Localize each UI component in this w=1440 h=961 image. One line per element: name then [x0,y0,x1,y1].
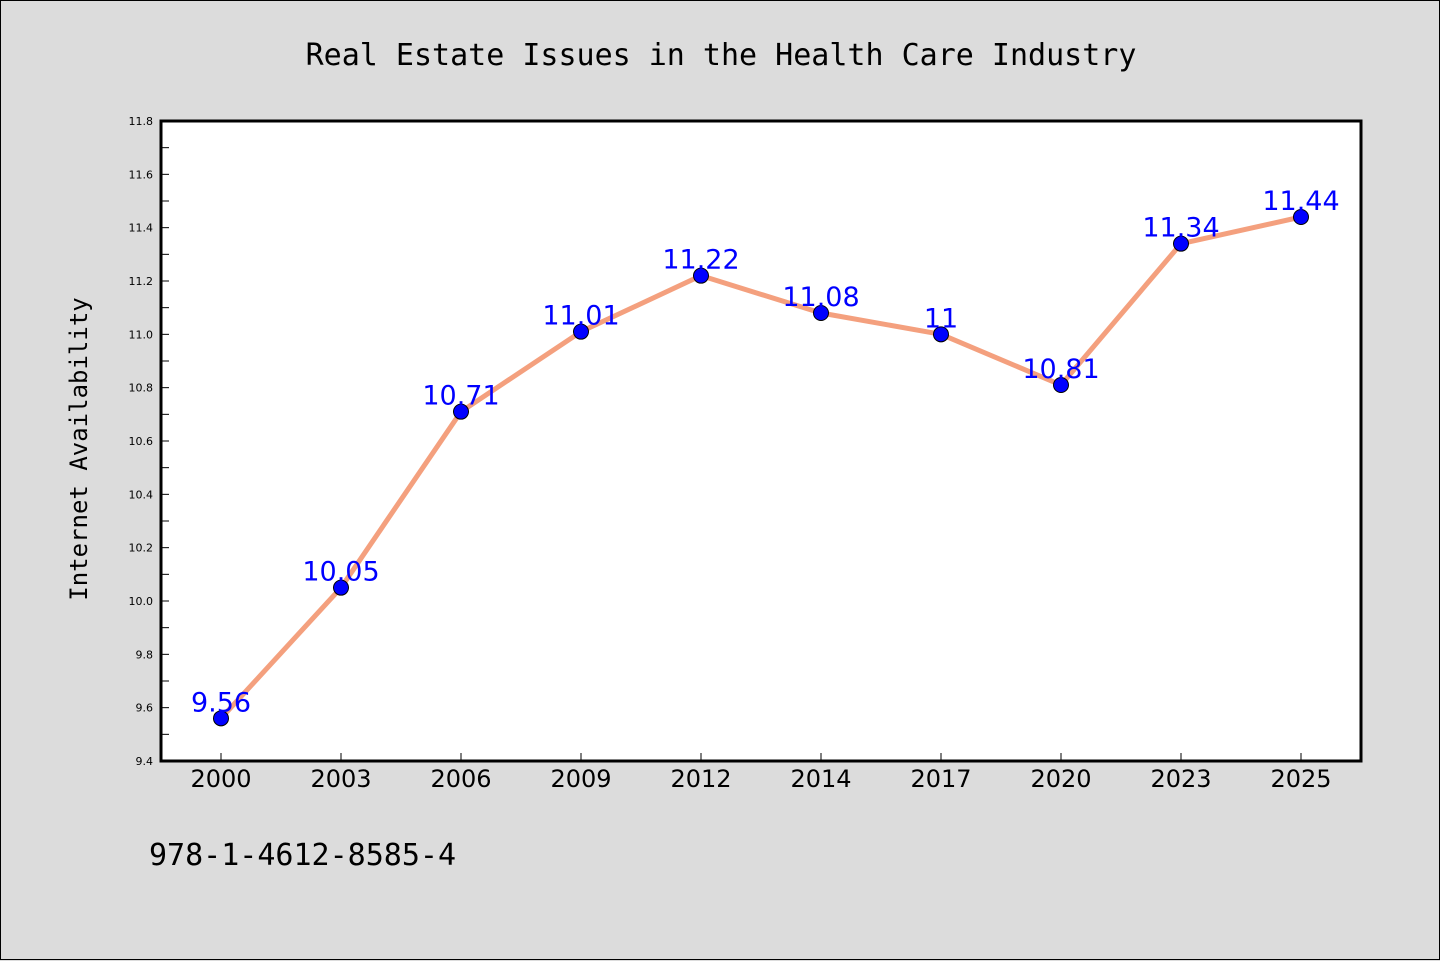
data-point [213,710,229,727]
data-label: 10.71 [422,381,499,412]
data-label: 10.05 [302,557,379,588]
y-tick-label: 10.0 [129,595,154,608]
y-tick-label: 9.8 [136,648,154,661]
plot-area [159,119,1363,763]
data-markers [213,209,1309,727]
data-label: 11.08 [782,282,859,313]
x-tick-label: 2006 [430,765,491,793]
chart-title: Real Estate Issues in the Health Care In… [306,38,1137,73]
series-line [219,214,1302,721]
y-tick-label: 10.4 [129,488,154,501]
data-label: 11.44 [1262,186,1339,217]
data-point [573,323,589,340]
y-tick-label: 9.6 [136,702,154,715]
data-label: 11 [924,303,958,334]
data-point [333,579,349,596]
x-axis: 2000 2003 2006 2009 2012 2014 2017 2020 2023 2025 [190,753,1332,793]
data-label: 9.56 [191,687,251,718]
y-tick-label: 10.6 [129,435,154,448]
x-tick-label: 2017 [910,765,971,793]
data-label: 10.81 [1022,354,1099,385]
series-line-group [219,214,1302,721]
data-point [933,326,949,343]
data-label: 11.01 [542,301,619,332]
data-label: 11.34 [1142,213,1219,244]
x-tick-label: 2025 [1270,765,1331,793]
y-tick-label: 11.4 [129,222,154,235]
y-axis: 9.4 9.6 9.8 10.0 10.2 10.4 10.6 10.8 11.0 11.2 11.… [129,115,169,768]
data-point [453,403,469,420]
x-tick-label: 2000 [190,765,251,793]
y-tick-label: 11.8 [129,115,154,128]
y-tick-label: 11.0 [129,328,154,341]
isbn-text: 978-1-4612-8585-4 [149,838,456,873]
x-tick-label: 2003 [310,765,371,793]
data-label: 11.22 [662,245,739,276]
data-point [1293,209,1309,225]
x-tick-label: 2023 [1150,765,1211,793]
data-labels: 9.56 10.05 10.71 11.01 11.22 11.08 11 10.81 11.3… [191,186,1340,718]
x-tick-label: 2014 [790,765,851,793]
y-axis-label: Internet Availability [65,297,93,600]
data-point [1053,377,1069,393]
data-point [693,267,709,284]
y-tick-label: 9.4 [136,755,154,768]
y-tick-label: 11.2 [129,275,154,288]
x-tick-label: 2009 [550,765,611,793]
data-point [813,305,829,321]
x-tick-label: 2020 [1030,765,1091,793]
x-tick-label: 2012 [670,765,731,793]
y-tick-label: 10.8 [129,382,154,395]
y-tick-label: 10.2 [129,542,154,555]
y-tick-label: 11.6 [129,168,154,181]
data-point [1173,235,1189,252]
